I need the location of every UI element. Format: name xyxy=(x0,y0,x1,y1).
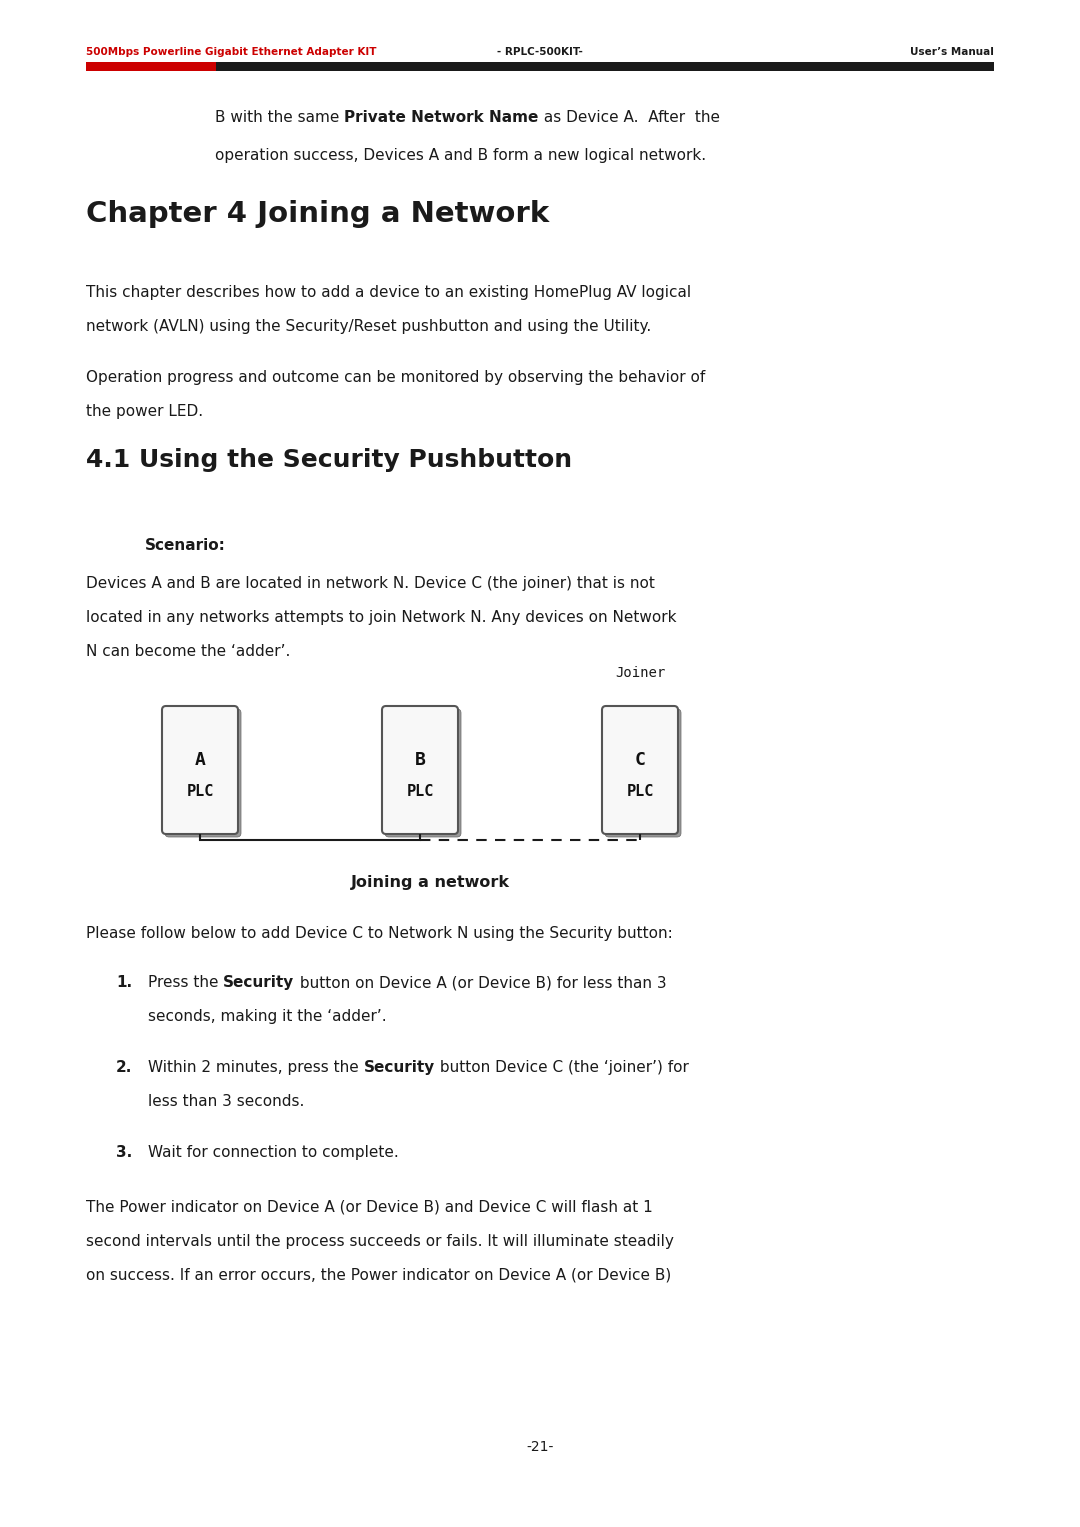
Text: Please follow below to add Device C to Network N using the Security button:: Please follow below to add Device C to N… xyxy=(86,925,673,941)
Text: Security: Security xyxy=(224,976,295,989)
Text: button Device C (the ‘joiner’) for: button Device C (the ‘joiner’) for xyxy=(435,1060,689,1075)
Text: N can become the ‘adder’.: N can become the ‘adder’. xyxy=(86,644,291,660)
Text: second intervals until the process succeeds or fails. It will illuminate steadil: second intervals until the process succe… xyxy=(86,1234,674,1249)
Text: B with the same: B with the same xyxy=(215,110,345,125)
Text: as Device A.  After  the: as Device A. After the xyxy=(539,110,719,125)
Text: Chapter 4 Joining a Network: Chapter 4 Joining a Network xyxy=(86,200,550,228)
Text: Operation progress and outcome can be monitored by observing the behavior of: Operation progress and outcome can be mo… xyxy=(86,370,705,385)
Text: operation success, Devices A and B form a new logical network.: operation success, Devices A and B form … xyxy=(215,148,706,163)
Bar xyxy=(216,63,994,70)
Text: PLC: PLC xyxy=(187,785,214,800)
Text: Scenario:: Scenario: xyxy=(145,538,226,553)
Text: Wait for connection to complete.: Wait for connection to complete. xyxy=(148,1145,399,1161)
Text: 3.: 3. xyxy=(116,1145,132,1161)
Text: Press the: Press the xyxy=(148,976,224,989)
Text: located in any networks attempts to join Network N. Any devices on Network: located in any networks attempts to join… xyxy=(86,609,676,625)
Text: less than 3 seconds.: less than 3 seconds. xyxy=(148,1093,305,1109)
FancyBboxPatch shape xyxy=(382,705,458,834)
Text: button on Device A (or Device B) for less than 3: button on Device A (or Device B) for les… xyxy=(295,976,666,989)
Text: PLC: PLC xyxy=(626,785,653,800)
Text: B: B xyxy=(415,751,426,770)
Text: Joiner: Joiner xyxy=(615,666,665,680)
FancyBboxPatch shape xyxy=(602,705,678,834)
FancyBboxPatch shape xyxy=(165,709,241,837)
Text: network (AVLN) using the Security/Reset pushbutton and using the Utility.: network (AVLN) using the Security/Reset … xyxy=(86,319,651,334)
Text: seconds, making it the ‘adder’.: seconds, making it the ‘adder’. xyxy=(148,1009,387,1025)
Text: User’s Manual: User’s Manual xyxy=(910,47,994,56)
FancyBboxPatch shape xyxy=(162,705,238,834)
Text: A: A xyxy=(194,751,205,770)
Text: 4.1 Using the Security Pushbutton: 4.1 Using the Security Pushbutton xyxy=(86,447,572,472)
Text: C: C xyxy=(635,751,646,770)
Text: PLC: PLC xyxy=(406,785,434,800)
Text: Devices A and B are located in network N. Device C (the joiner) that is not: Devices A and B are located in network N… xyxy=(86,576,654,591)
Text: on success. If an error occurs, the Power indicator on Device A (or Device B): on success. If an error occurs, the Powe… xyxy=(86,1267,672,1283)
Text: Joining a network: Joining a network xyxy=(351,875,510,890)
Text: -21-: -21- xyxy=(526,1440,554,1454)
Text: Within 2 minutes, press the: Within 2 minutes, press the xyxy=(148,1060,364,1075)
Text: - RPLC-500KIT-: - RPLC-500KIT- xyxy=(497,47,583,56)
Text: Security: Security xyxy=(364,1060,435,1075)
Text: the power LED.: the power LED. xyxy=(86,405,203,418)
FancyBboxPatch shape xyxy=(384,709,461,837)
Text: 1.: 1. xyxy=(116,976,132,989)
Bar xyxy=(86,63,216,70)
Text: 2.: 2. xyxy=(116,1060,133,1075)
Text: 500Mbps Powerline Gigabit Ethernet Adapter KIT: 500Mbps Powerline Gigabit Ethernet Adapt… xyxy=(86,47,377,56)
FancyBboxPatch shape xyxy=(605,709,681,837)
Text: This chapter describes how to add a device to an existing HomePlug AV logical: This chapter describes how to add a devi… xyxy=(86,286,691,299)
Text: Private Network Name: Private Network Name xyxy=(345,110,539,125)
Text: The Power indicator on Device A (or Device B) and Device C will flash at 1: The Power indicator on Device A (or Devi… xyxy=(86,1200,652,1215)
